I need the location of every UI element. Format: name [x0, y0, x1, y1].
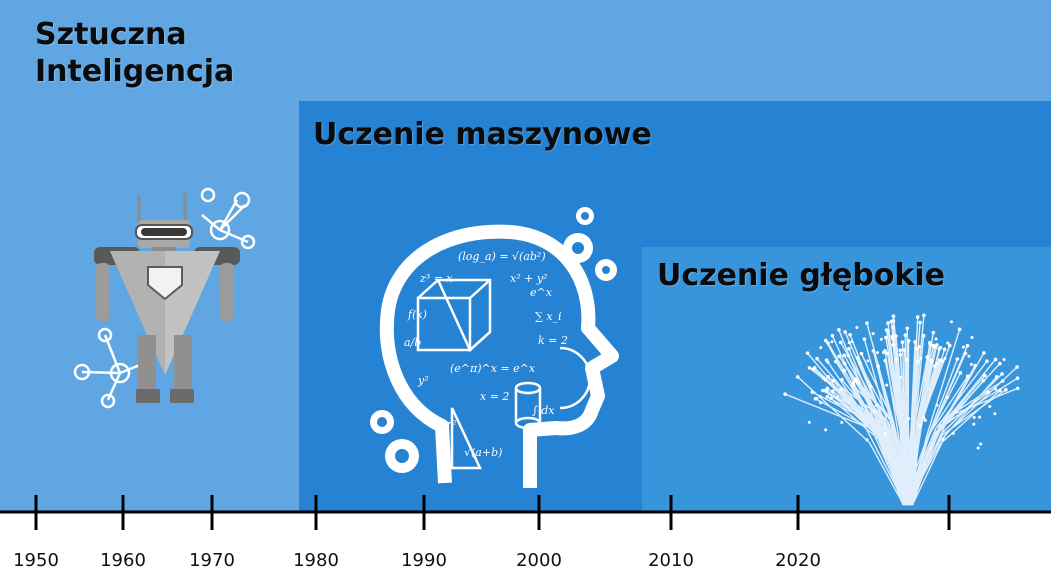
gear-icon	[370, 207, 617, 473]
head-with-formulas-icon: (log_a) = √(ab²) z³ = x x² + y² e^x f(x)…	[370, 207, 619, 488]
svg-text:∫ dx: ∫ dx	[532, 404, 555, 417]
timeline-tick-label: 1980	[293, 550, 339, 571]
svg-text:k = 2: k = 2	[538, 334, 568, 347]
svg-text:x = 2: x = 2	[480, 390, 509, 403]
timeline-tick-label: 1960	[100, 550, 146, 571]
timeline-axis	[0, 495, 1051, 530]
timeline-tick-label: 2010	[648, 550, 694, 571]
svg-text:z³ = x: z³ = x	[419, 272, 453, 285]
timeline-tick-label: 1970	[189, 550, 235, 571]
svg-text:y²: y²	[417, 374, 429, 387]
title-ai-line-2: Inteligencja	[35, 53, 235, 89]
timeline-tick-label: 2000	[516, 550, 562, 571]
timeline-tick-label: 1950	[13, 550, 59, 571]
svg-text:(log_a) = √(ab²): (log_a) = √(ab²)	[458, 250, 546, 263]
title-machine-learning: Uczenie maszynowe	[313, 117, 652, 152]
svg-text:e^x: e^x	[530, 286, 553, 299]
title-deep-learning: Uczenie głębokie	[657, 258, 946, 293]
molecule-network-icon	[73, 187, 256, 409]
svg-text:∑ x_i: ∑ x_i	[535, 310, 562, 323]
svg-text:(e^π)^x = e^x: (e^π)^x = e^x	[450, 362, 536, 375]
timeline-tick-label: 2020	[775, 550, 821, 571]
title-artificial-intelligence: Sztuczna Inteligencja	[35, 17, 234, 90]
brain-circuit-tree-icon	[783, 313, 1020, 506]
title-ai-line-1: Sztuczna	[35, 17, 187, 52]
robot-icon	[73, 187, 256, 409]
timeline-tick-label: 1990	[401, 550, 447, 571]
svg-text:x² + y²: x² + y²	[510, 272, 547, 285]
